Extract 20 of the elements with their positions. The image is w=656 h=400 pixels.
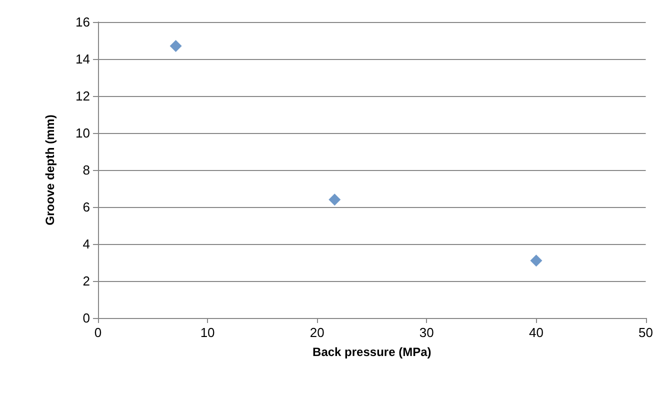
point: [328, 194, 341, 206]
y-tick-label: 6: [82, 200, 90, 214]
x-tick-label: 20: [310, 325, 324, 340]
x-axis-title: Back pressure (MPa): [312, 345, 432, 359]
y-tick-label: 12: [76, 88, 90, 104]
x-tick-label: 40: [528, 325, 544, 340]
y-tick-label: 4: [82, 236, 90, 252]
x-tick-label: 0: [94, 325, 102, 340]
y-tick-label: 8: [82, 162, 90, 178]
x-tick-label: 50: [638, 325, 654, 340]
y-tick-label: 16: [76, 14, 90, 30]
y-tick-label: 14: [76, 52, 90, 66]
point: [170, 40, 182, 52]
x-tick-label: 10: [200, 325, 215, 340]
x-tick-label: 30: [419, 325, 434, 340]
y-axis-title: Groove depth (mm): [43, 114, 57, 226]
y-tick-label: 2: [82, 274, 90, 288]
point: [530, 254, 542, 267]
y-tick-label: 10: [76, 126, 90, 140]
y-tick-label: 0: [82, 310, 90, 326]
